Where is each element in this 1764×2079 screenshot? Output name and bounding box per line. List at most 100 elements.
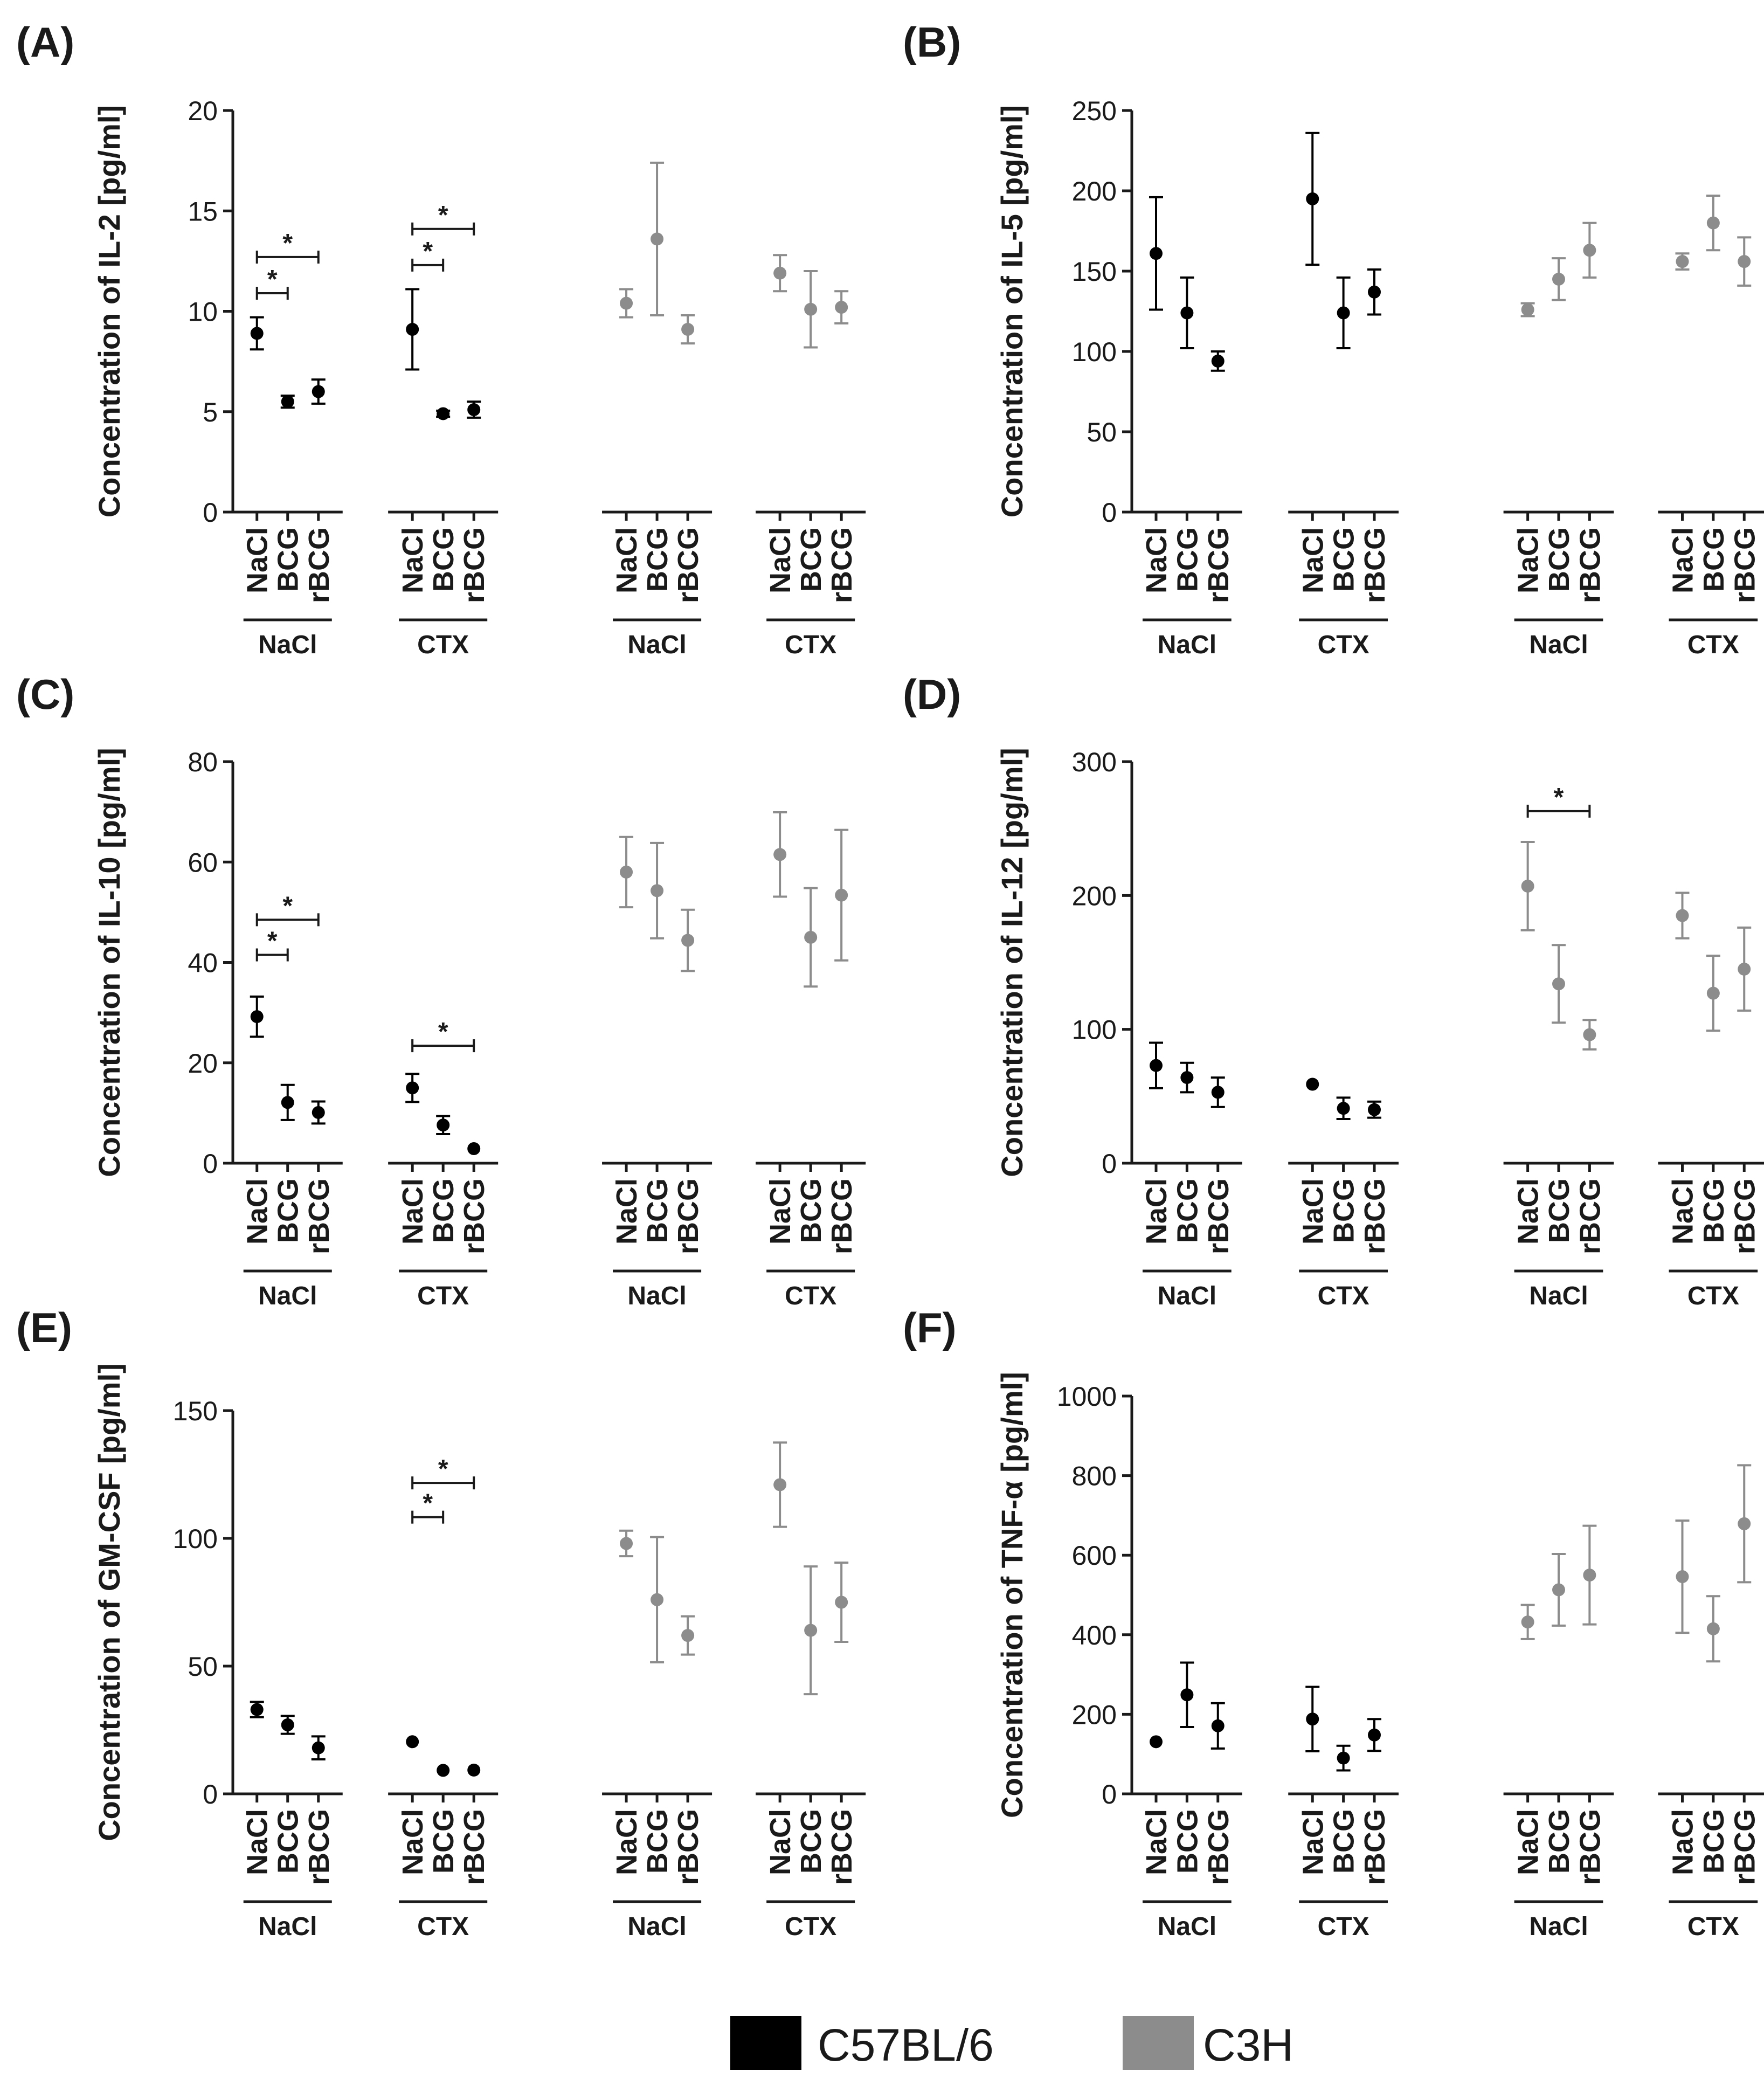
data-point [1738, 1517, 1751, 1530]
y-tick-label: 0 [203, 1149, 218, 1179]
data-point [1368, 285, 1381, 299]
data-point [1552, 272, 1565, 286]
significance-marker: * [282, 229, 293, 258]
panel-label: (A) [16, 18, 74, 66]
group-label: NaCl [627, 631, 686, 659]
x-category-label: rBCG [672, 527, 704, 603]
x-category-label: BCG [272, 527, 305, 592]
data-point [1180, 1688, 1194, 1702]
x-category-label: rBCG [303, 1178, 335, 1254]
x-category-label: BCG [795, 1178, 827, 1243]
data-point [250, 327, 264, 340]
y-tick-label: 0 [1102, 1779, 1117, 1809]
group-label: CTX [417, 1912, 469, 1941]
data-point [1368, 1728, 1381, 1742]
y-tick-label: 200 [1072, 881, 1117, 911]
significance-marker: * [267, 927, 278, 956]
group-label: CTX [1687, 631, 1739, 659]
data-point [1521, 879, 1534, 893]
significance-marker: * [438, 1455, 448, 1483]
group-label: NaCl [1158, 1912, 1216, 1941]
y-axis-title: Concentration of IL-10 [pg/ml] [92, 748, 126, 1177]
data-point [1150, 247, 1163, 260]
x-category-label: NaCl [241, 1178, 274, 1245]
x-category-label: NaCl [241, 1809, 274, 1875]
x-category-label: rBCG [826, 1809, 858, 1885]
y-tick-label: 100 [173, 1524, 218, 1554]
x-category-label: rBCG [826, 527, 858, 603]
y-tick-label: 300 [1072, 747, 1117, 777]
x-category-label: BCG [1543, 527, 1575, 592]
group-label: CTX [785, 1912, 836, 1941]
data-point [250, 1010, 264, 1024]
x-category-label: BCG [1698, 1178, 1730, 1243]
x-category-label: NaCl [397, 527, 429, 593]
data-point [681, 323, 695, 336]
y-tick-label: 40 [188, 948, 218, 978]
data-point [1211, 1719, 1225, 1732]
group-label: CTX [1318, 1282, 1369, 1310]
significance-marker: * [438, 201, 448, 230]
x-category-label: NaCl [397, 1809, 429, 1875]
y-tick-label: 20 [188, 1048, 218, 1079]
data-point [1552, 977, 1565, 991]
x-category-label: NaCl [764, 527, 797, 593]
data-point [835, 301, 848, 314]
data-point [651, 884, 664, 897]
data-point [467, 1142, 481, 1155]
data-point [804, 930, 818, 944]
data-point [1676, 909, 1689, 922]
y-tick-label: 100 [1072, 1015, 1117, 1045]
data-point [1211, 1086, 1225, 1099]
x-category-label: NaCl [611, 1809, 643, 1875]
data-point [651, 232, 664, 246]
group-label: CTX [417, 631, 469, 659]
x-category-label: rBCG [1202, 1809, 1235, 1885]
group-label: CTX [417, 1282, 469, 1310]
data-point [1306, 1078, 1319, 1091]
significance-marker: * [423, 1489, 433, 1518]
y-tick-label: 100 [1072, 337, 1117, 367]
data-point [1706, 1622, 1720, 1635]
y-tick-label: 80 [188, 747, 218, 777]
x-category-label: BCG [1171, 1178, 1203, 1243]
data-point [1706, 986, 1720, 1000]
group-label: NaCl [1529, 631, 1588, 659]
x-category-label: NaCl [611, 527, 643, 593]
significance-marker: * [438, 1018, 448, 1046]
x-category-label: BCG [1328, 1809, 1360, 1874]
data-point [406, 1735, 419, 1749]
panel-5: (F) Concentration of TNF-α [pg/ml] 0 200 400… [903, 1304, 1764, 1941]
data-point [281, 1096, 294, 1109]
significance-marker: * [1554, 783, 1564, 812]
legend-swatch [730, 2016, 801, 2070]
panel-label: (B) [903, 18, 961, 66]
x-category-label: NaCl [1140, 1178, 1173, 1245]
y-tick-label: 1000 [1057, 1382, 1117, 1412]
x-category-label: NaCl [764, 1178, 797, 1245]
data-point [1368, 1103, 1381, 1116]
data-point [835, 888, 848, 902]
data-point [1706, 216, 1720, 230]
x-category-label: rBCG [672, 1809, 704, 1885]
panel-2: (C) Concentration of IL-10 [pg/ml] 0 20 40 60… [16, 671, 866, 1310]
x-category-label: BCG [427, 527, 460, 592]
x-category-label: rBCG [1202, 1178, 1235, 1254]
data-point [681, 934, 695, 947]
data-point [1306, 1712, 1319, 1726]
y-tick-label: 150 [173, 1396, 218, 1426]
x-category-label: NaCl [1512, 1809, 1545, 1875]
data-point [437, 1764, 450, 1777]
x-category-label: BCG [1543, 1178, 1575, 1243]
y-tick-label: 250 [1072, 96, 1117, 126]
x-category-label: rBCG [1202, 527, 1235, 603]
group-label: NaCl [1158, 631, 1216, 659]
y-tick-label: 150 [1072, 257, 1117, 287]
legend-swatch [1123, 2016, 1194, 2070]
panel-0: (A) Concentration of IL-2 [pg/ml] 0 5 10 15 20… [16, 18, 866, 659]
x-category-label: NaCl [241, 527, 274, 593]
data-point [1583, 244, 1596, 257]
y-tick-label: 5 [203, 397, 218, 427]
data-point [281, 395, 294, 409]
